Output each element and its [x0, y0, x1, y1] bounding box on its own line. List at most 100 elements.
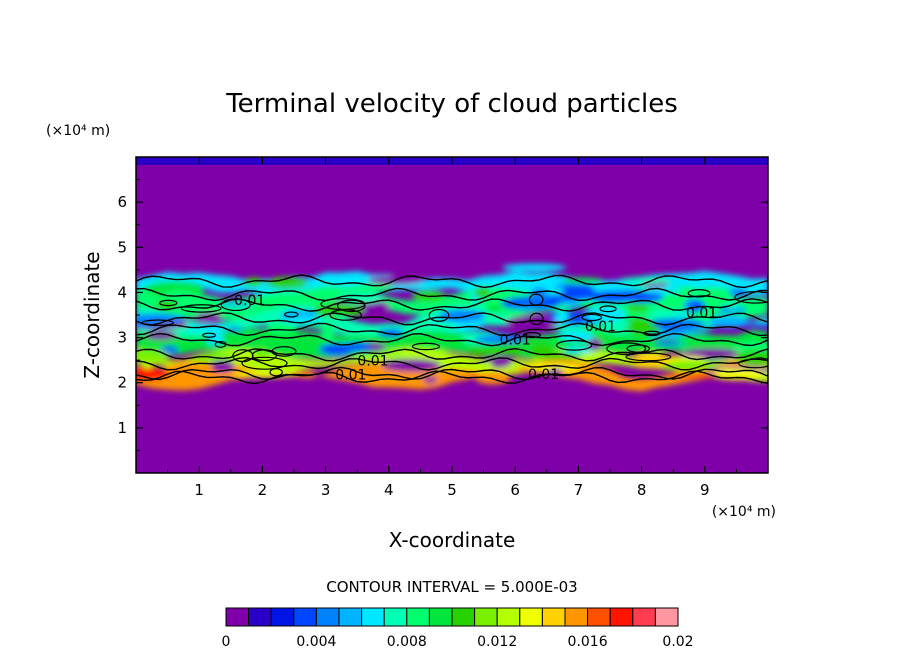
- colorbar-tick-label: 0.012: [477, 634, 517, 650]
- contour-line: [136, 332, 768, 347]
- y-tick-label: 6: [117, 193, 127, 211]
- colorbar-swatch: [496, 607, 521, 627]
- chart-title: Terminal velocity of cloud particles: [225, 89, 678, 119]
- field-patch: [266, 276, 308, 289]
- contour-loop: [529, 312, 544, 326]
- x-tick-label: 6: [510, 481, 520, 499]
- contour-loop: [329, 309, 362, 321]
- contour-line: [136, 370, 768, 385]
- field-patch: [412, 320, 458, 332]
- field-patch: [164, 290, 194, 300]
- contour-loop: [522, 332, 542, 339]
- y-unit-label: (×10⁴ m): [46, 123, 110, 139]
- contour-label-layer: 0.010.010.010.010.010.010.01: [234, 293, 717, 383]
- field-patch: [340, 342, 372, 352]
- contour-loop: [599, 305, 617, 313]
- contour-loop: [269, 368, 283, 377]
- colorbar-tick-labels: 0 0.004 0.008 0.012 0.016 0.02: [222, 634, 694, 650]
- contour-loop: [159, 299, 178, 307]
- x-tick-label: 5: [447, 481, 457, 499]
- contour-label: 0.01: [335, 368, 366, 384]
- colorbar-swatch: [361, 607, 385, 627]
- field-patch: [474, 286, 490, 300]
- contour-label: 0.01: [686, 305, 717, 321]
- field-patch: [411, 289, 445, 302]
- y-axis-label: Z-coordinate: [80, 251, 104, 378]
- y-tick-label: 5: [117, 238, 127, 256]
- field-patch: [729, 288, 748, 297]
- colorbar-tick-label: 0.016: [568, 634, 608, 650]
- contour-line: [136, 287, 768, 302]
- colorbar-tick-label: 0.02: [662, 634, 693, 650]
- x-unit-label: (×10⁴ m): [712, 504, 776, 520]
- x-axis: 1 2 3 4 5 6 7 8 9: [167, 157, 737, 499]
- x-tick-label: 9: [700, 481, 710, 499]
- contour-loop: [626, 344, 651, 353]
- field-patch: [666, 360, 716, 368]
- field-patch: [474, 334, 526, 344]
- contour-loop: [202, 332, 217, 338]
- contour-loop: [643, 330, 661, 337]
- field-patch: [502, 263, 567, 272]
- colorbar-swatch: [248, 607, 272, 627]
- contour-loop: [141, 319, 175, 327]
- colorbar-tick-label: 0.008: [387, 634, 427, 650]
- contour-loop: [734, 291, 768, 304]
- contour-loop: [241, 356, 288, 370]
- field-patch: [530, 343, 555, 358]
- contour-loop: [581, 313, 603, 322]
- colorbar-swatch: [383, 607, 408, 627]
- contour-label: 0.01: [585, 319, 616, 335]
- y-tick-label: 3: [117, 329, 127, 347]
- colorbar-swatch: [587, 607, 611, 627]
- x-tick-label: 7: [574, 481, 584, 499]
- contour-loop: [428, 308, 450, 322]
- colorbar-swatch: [654, 607, 679, 627]
- colorbar-swatch: [270, 607, 295, 627]
- y-tick-label: 4: [117, 283, 127, 301]
- colorbar-tick-label: 0: [222, 634, 231, 650]
- y-axis: 1 2 3 4 5 6: [117, 179, 768, 451]
- contour-interval-text: CONTOUR INTERVAL = 5.000E-03: [326, 578, 577, 596]
- colorbar-swatch: [406, 607, 430, 627]
- x-tick-label: 8: [637, 481, 647, 499]
- field-band: [136, 358, 768, 392]
- contour-loop: [214, 340, 227, 348]
- field-patch: [243, 277, 264, 287]
- field-patch: [467, 346, 510, 357]
- x-tick-label: 2: [258, 481, 268, 499]
- y-tick-label: 1: [117, 419, 127, 437]
- field-patch: [247, 339, 299, 345]
- colorbar: [225, 607, 679, 627]
- colorbar-swatch: [225, 607, 250, 627]
- x-tick-label: 4: [384, 481, 394, 499]
- contour-loop: [738, 358, 768, 369]
- contour-line: [136, 347, 768, 362]
- colorbar-swatch: [632, 607, 656, 627]
- field-patch: [586, 290, 642, 303]
- y-tick-label: 2: [117, 374, 127, 392]
- field-patch: [321, 326, 334, 342]
- contour-label: 0.01: [234, 293, 265, 309]
- field-patch: [548, 368, 564, 375]
- field-patch: [266, 322, 299, 334]
- contour-loop: [220, 298, 251, 312]
- field-patch: [525, 364, 582, 373]
- field-patch: [628, 317, 653, 332]
- contour-line: [136, 274, 768, 289]
- field-patch: [355, 355, 404, 361]
- contour-line: [136, 312, 768, 326]
- field-patch: [655, 340, 680, 346]
- field-patch: [561, 277, 604, 285]
- field-patch: [160, 346, 179, 354]
- field-patch: [690, 300, 706, 311]
- contour-loop: [411, 342, 441, 351]
- contour-layer: [136, 274, 768, 385]
- contour-label: 0.01: [357, 354, 388, 370]
- contour-loop: [625, 352, 672, 362]
- field-patch: [675, 333, 724, 345]
- colorbar-swatch: [451, 607, 476, 627]
- field-patch: [558, 331, 595, 342]
- field-patch: [144, 330, 178, 340]
